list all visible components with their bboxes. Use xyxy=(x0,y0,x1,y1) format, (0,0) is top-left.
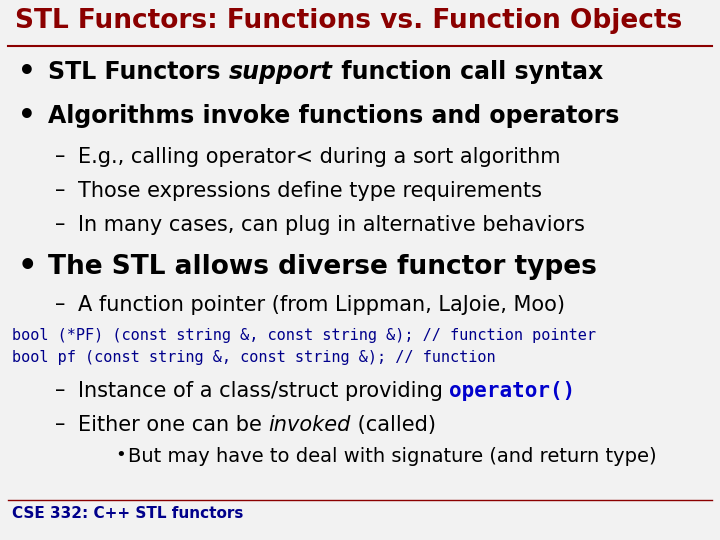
Text: •: • xyxy=(18,102,36,130)
Text: –: – xyxy=(55,380,66,400)
Text: bool (*PF) (const string &, const string &); // function pointer: bool (*PF) (const string &, const string… xyxy=(12,328,596,343)
Text: bool pf (const string &, const string &); // function: bool pf (const string &, const string &)… xyxy=(12,350,495,365)
Text: (called): (called) xyxy=(351,415,436,435)
Text: But may have to deal with signature (and return type): But may have to deal with signature (and… xyxy=(128,447,657,466)
Text: •: • xyxy=(18,58,36,86)
Text: STL Functors: Functions vs. Function Objects: STL Functors: Functions vs. Function Obj… xyxy=(15,8,683,34)
Text: Algorithms invoke functions and operators: Algorithms invoke functions and operator… xyxy=(48,104,619,128)
Text: –: – xyxy=(55,214,66,234)
Text: –: – xyxy=(55,414,66,434)
Text: In many cases, can plug in alternative behaviors: In many cases, can plug in alternative b… xyxy=(78,215,585,235)
Text: –: – xyxy=(55,146,66,166)
Text: Either one can be: Either one can be xyxy=(78,415,269,435)
Text: operator(): operator() xyxy=(449,381,576,401)
Text: The STL allows diverse functor types: The STL allows diverse functor types xyxy=(48,254,597,280)
Text: •: • xyxy=(115,446,126,464)
Text: –: – xyxy=(55,180,66,200)
Text: –: – xyxy=(55,294,66,314)
Text: Instance of a class/struct providing: Instance of a class/struct providing xyxy=(78,381,449,401)
Text: A function pointer (from Lippman, LaJoie, Moo): A function pointer (from Lippman, LaJoie… xyxy=(78,295,565,315)
Text: Those expressions define type requirements: Those expressions define type requiremen… xyxy=(78,181,542,201)
Text: function call syntax: function call syntax xyxy=(333,60,603,84)
Text: •: • xyxy=(18,252,37,281)
Text: STL Functors: STL Functors xyxy=(48,60,229,84)
Text: CSE 332: C++ STL functors: CSE 332: C++ STL functors xyxy=(12,506,243,521)
Text: support: support xyxy=(229,60,333,84)
Text: E.g., calling operator< during a sort algorithm: E.g., calling operator< during a sort al… xyxy=(78,147,560,167)
Text: invoked: invoked xyxy=(269,415,351,435)
